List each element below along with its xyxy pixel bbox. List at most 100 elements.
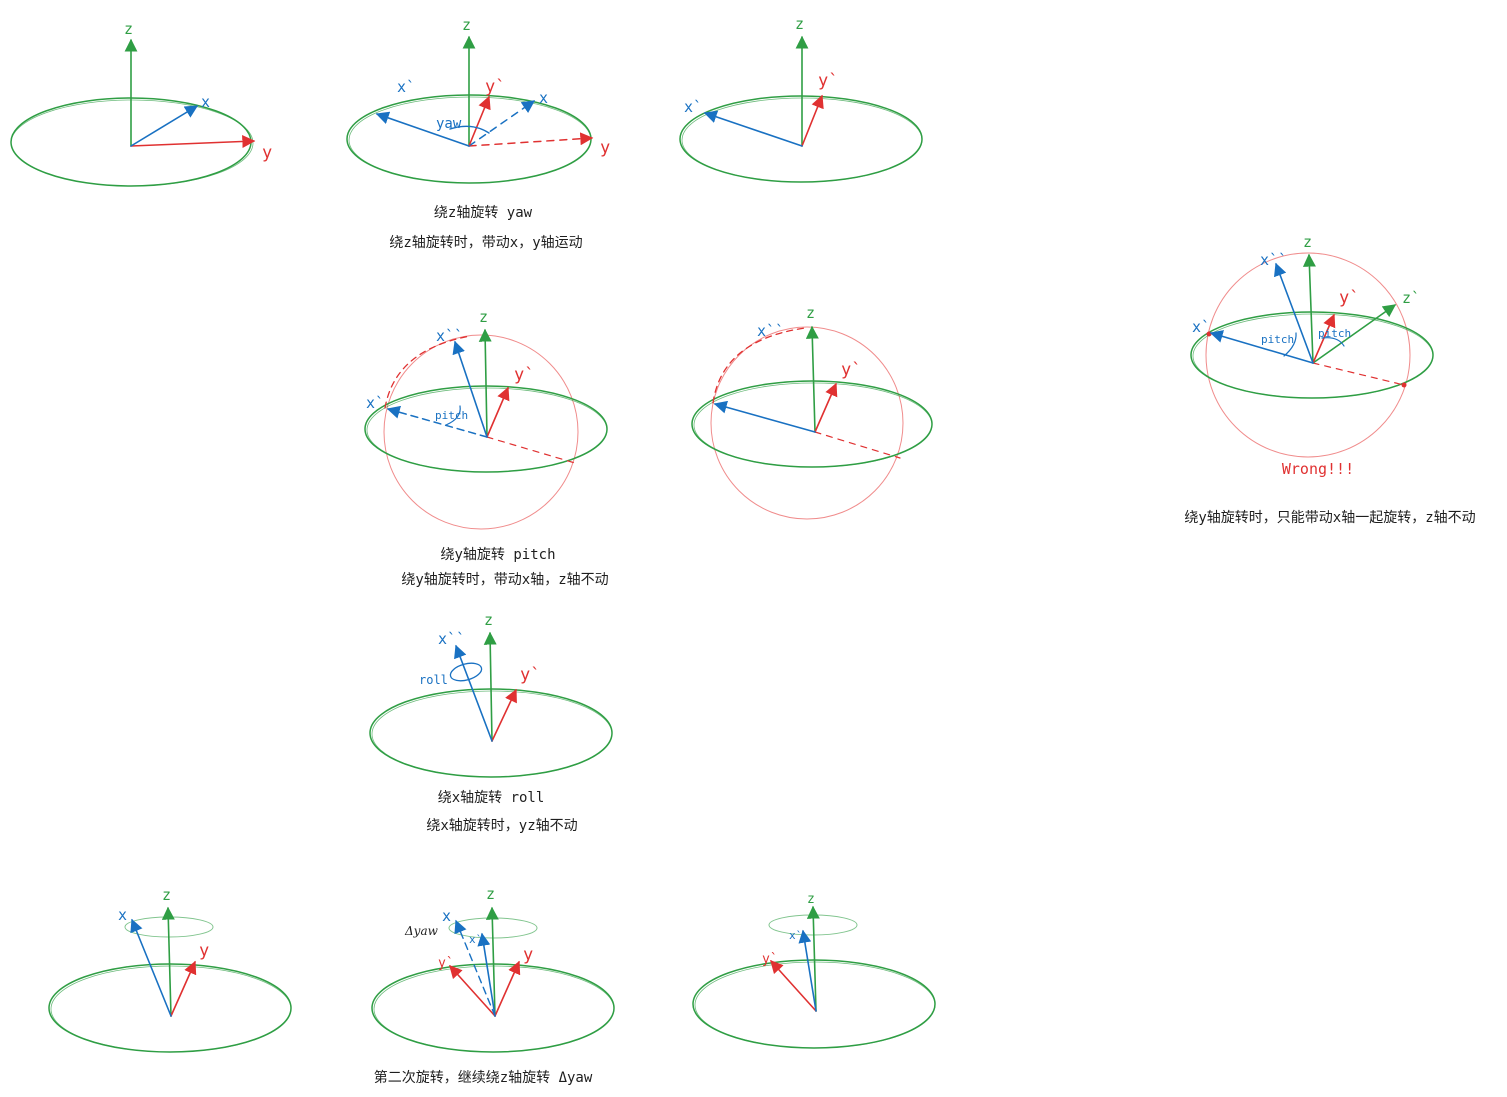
x-prime-label: x` [469, 933, 482, 946]
z-axis-arrow [485, 906, 499, 1017]
x-double-prime-label: x`` [438, 630, 465, 648]
z-label: z [479, 308, 488, 326]
z-label: z [162, 886, 171, 904]
x-double-prime-axis-arrow [1274, 262, 1314, 364]
x-prime-label: x` [366, 394, 384, 412]
x-prime-axis-dashed [386, 405, 488, 438]
pitch-angle-label: pitch [1318, 327, 1351, 340]
second-rotation-start-frame: z y x [48, 886, 292, 1053]
x-axis-dashed [454, 919, 496, 1017]
roll-rotation-frame: z y` x`` roll [369, 611, 613, 778]
x-axis-arrow [130, 105, 199, 147]
after-delta-yaw-frame: z y` x` [692, 892, 936, 1049]
z-prime-label: z` [1402, 289, 1420, 307]
y-prime-axis-arrow [486, 386, 510, 438]
sphere-point [1401, 382, 1407, 388]
delta-yaw-frame: z y y` x x` Δyaw [371, 885, 615, 1053]
z-prime-axis-arrow [1312, 304, 1397, 364]
z-axis-arrow [161, 906, 175, 1017]
x-double-prime-axis-arrow [713, 400, 816, 433]
x-double-prime-label: x`` [1260, 251, 1287, 269]
after-pitch-frame: z y` x`` [691, 304, 933, 520]
y-prime-label: y` [438, 956, 454, 971]
wrong-description-caption: 绕y轴旋转时，只能带动x轴一起旋转，z轴不动 [1184, 510, 1476, 526]
pitch-title-caption: 绕y轴旋转 pitch [440, 547, 556, 563]
x-label: x [118, 906, 127, 924]
y-prime-axis-arrow [1312, 313, 1336, 364]
pitch-angle-arc [1321, 337, 1345, 347]
old-y-axis-dashed [468, 132, 594, 147]
x-prime-axis-arrow [477, 932, 496, 1017]
yaw-angle-label: yaw [436, 116, 462, 132]
wrong-label: Wrong!!! [1281, 460, 1355, 478]
yaw-rotation-frame: z y x y` x` yaw [346, 16, 610, 184]
y-label: y [523, 945, 533, 965]
x-double-prime-axis-arrow [452, 340, 488, 438]
y-dashed-line [1312, 362, 1405, 386]
z-label: z [1303, 233, 1312, 251]
y-axis-arrow [130, 134, 256, 148]
pitch-rotation-frame: z y` x` x`` pitch [364, 308, 608, 530]
z-axis-arrow [806, 905, 820, 1012]
y-label: y [262, 143, 272, 163]
pitch-angle-arc [445, 405, 461, 426]
delta-yaw-label: Δyaw [404, 924, 439, 938]
roll-rotation-loop [449, 662, 483, 682]
x-prime-axis-arrow [798, 929, 817, 1012]
y-prime-label: y` [485, 77, 505, 97]
rotation-sphere [383, 334, 579, 530]
z-label: z [806, 304, 815, 322]
roll-description-caption: 绕x轴旋转时，yz轴不动 [426, 818, 578, 834]
x-label: x [539, 89, 548, 107]
z-label: z [795, 15, 804, 33]
z-axis-arrow [805, 325, 819, 433]
x-prime-label: x` [789, 929, 802, 942]
pitch-angle-label: pitch [435, 409, 468, 422]
y-prime-axis-arrow [449, 965, 496, 1017]
z-axis-arrow [478, 328, 492, 438]
x-prime-label: x` [684, 98, 702, 116]
x-prime-axis-arrow [703, 110, 803, 147]
z-axis-arrow [483, 631, 497, 742]
old-x-axis-dashed [468, 100, 536, 147]
x-label: x [201, 93, 210, 111]
roll-angle-label: roll [419, 673, 448, 687]
z-label: z [486, 885, 495, 903]
z-axis-arrow [1302, 253, 1316, 364]
y-prime-label: y` [514, 365, 534, 385]
y-dashed-line [814, 431, 901, 459]
y-prime-label: y` [1339, 288, 1359, 308]
y-dashed-line [486, 436, 576, 464]
x-prime-label: x` [1192, 318, 1210, 336]
sphere-arc-dashed [384, 335, 471, 409]
y-axis-arrow [494, 960, 521, 1017]
x-prime-axis-arrow [1209, 330, 1314, 364]
yaw-title-caption: 绕z轴旋转 yaw [433, 205, 533, 221]
y-prime-axis-arrow [468, 95, 491, 147]
y-prime-axis-arrow [770, 960, 817, 1012]
y-prime-axis-arrow [491, 688, 517, 742]
y-prime-label: y` [818, 71, 838, 91]
y-label: y [600, 138, 610, 158]
z-label: z [807, 892, 815, 907]
x-double-prime-label: x`` [757, 322, 784, 340]
after-yaw-frame: z y` x` [679, 15, 923, 183]
z-label: z [484, 611, 493, 629]
z-label: z [462, 16, 471, 34]
initial-frame: z y x [10, 20, 272, 187]
x-prime-axis-arrow [375, 111, 470, 147]
second-rotation-caption: 第二次旋转，继续绕z轴旋转 Δyaw [373, 1070, 593, 1086]
z-label: z [124, 20, 133, 38]
y-prime-label: y` [762, 952, 778, 967]
y-prime-axis-arrow [814, 382, 838, 433]
sphere-arc-dashed [712, 327, 806, 404]
x-axis-arrow [130, 918, 172, 1017]
y-prime-axis-arrow [801, 94, 824, 147]
wrong-pitch-frame: z z` y` x` x`` pitch pitch [1190, 233, 1434, 458]
yaw-description-caption: 绕z轴旋转时，带动x，y轴运动 [389, 235, 583, 251]
yaw-angle-arc [449, 125, 490, 134]
rotation-sphere [1205, 252, 1411, 458]
x-double-prime-label: x`` [436, 327, 463, 345]
x-prime-label: x` [397, 78, 415, 96]
